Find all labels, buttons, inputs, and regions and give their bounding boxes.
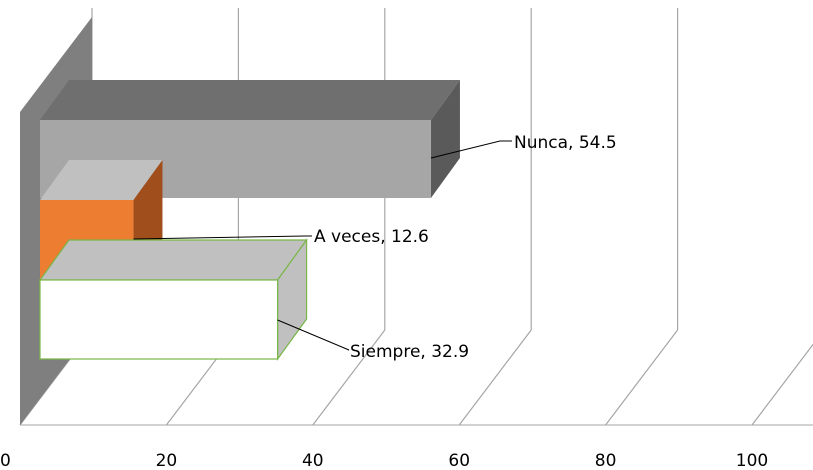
- bar-top-siempre: [38, 239, 308, 281]
- x-tick-label: 80: [595, 451, 617, 470]
- leader-lines: [133, 140, 512, 351]
- leader-line-nunca: [430, 140, 512, 159]
- floor-gridline: [605, 329, 679, 426]
- leader-line-siempre: [277, 319, 350, 351]
- x-tick-label: 60: [448, 451, 470, 470]
- data-label-siempre: Siempre, 32.9: [350, 342, 469, 362]
- bar-side-nunca: [430, 80, 460, 198]
- x-tick-label: 40: [302, 451, 324, 470]
- data-label-nunca: Nunca, 54.5: [514, 133, 617, 153]
- data-label-a-veces: A veces, 12.6: [314, 227, 429, 247]
- x-axis-ticks: 0 20 40 60 80 100: [0, 451, 768, 470]
- x-tick-label: 20: [156, 451, 178, 470]
- bar-top-a-veces: [40, 160, 163, 200]
- bar-siempre: [39, 279, 279, 360]
- bars: [38, 80, 460, 361]
- bar-top-nunca: [40, 80, 460, 120]
- floor-gridline: [458, 329, 532, 426]
- data-labels: Nunca, 54.5 A veces, 12.6 Siempre, 32.9: [314, 133, 617, 362]
- x-tick-label: 100: [736, 451, 768, 470]
- floor-gridline: [751, 343, 813, 426]
- floor-gridline: [312, 329, 386, 426]
- leader-line-a-veces: [133, 235, 312, 240]
- x-tick-label: 0: [0, 451, 11, 470]
